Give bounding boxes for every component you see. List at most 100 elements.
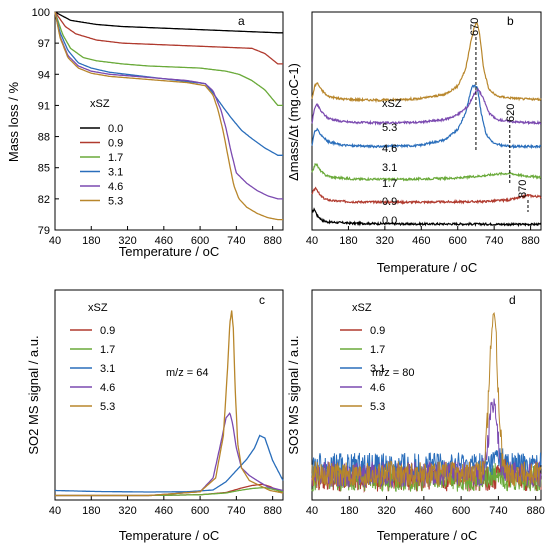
- panel-a-ytick-label: 88: [38, 132, 50, 144]
- panel-d-ylabel: SO3 MS signal / a.u.: [286, 335, 301, 454]
- panel-d: d 40 180 320 460 600 740 880 Temperature / oC …: [286, 289, 545, 543]
- panel-a-ytick-label: 85: [38, 163, 50, 175]
- panel-a-legend: 0.0 0.9 1.7 3.1 4.6 5.3: [80, 123, 123, 208]
- panel-a-series-1.7: [54, 11, 283, 107]
- panel-b-xtick-label: 40: [306, 235, 318, 247]
- panel-b-annotation: 870: [517, 180, 529, 198]
- panel-d-legend: 0.9 1.7 3.1 4.6 5.3: [340, 325, 385, 413]
- panel-a-legend-label: 4.6: [108, 181, 123, 193]
- panel-a-ytick-label: 97: [38, 38, 50, 50]
- panel-a-xtick-label: 460: [155, 235, 173, 247]
- panel-b-annotation: 620: [505, 104, 517, 122]
- panel-c-xtick-label: 40: [49, 505, 61, 517]
- panel-b-xlabel: Temperature / oC: [377, 260, 477, 275]
- panel-a-xtick-label: 600: [191, 235, 209, 247]
- panel-a-ytick-label: 91: [38, 100, 50, 112]
- panel-b-series-5.3: [311, 21, 542, 104]
- panel-b-series-label: 1.7: [382, 178, 397, 190]
- panel-c-plot: 40 180 320 460 600 740 880: [49, 310, 284, 517]
- panel-c-xtick-label: 180: [82, 505, 100, 517]
- panel-d-xtick-label: 460: [415, 505, 433, 517]
- panel-b-series-label: 5.3: [382, 122, 397, 134]
- panel-a-legend-title: xSZ: [90, 98, 110, 110]
- panel-b-xtick-label: 180: [339, 235, 357, 247]
- panel-c-legend: 0.9 1.7 3.1 4.6 5.3: [70, 325, 115, 413]
- panel-a-ytick-label: 100: [32, 7, 50, 19]
- panel-b-series-label: 4.6: [382, 143, 397, 155]
- panel-b-series-1.7: [311, 162, 542, 183]
- panel-c-xtick-label: 460: [155, 505, 173, 517]
- panel-b-xtick-label: 740: [485, 235, 503, 247]
- panel-a-label: a: [238, 14, 245, 28]
- panel-b-xtick-label: 320: [376, 235, 394, 247]
- panel-b-series-label: 3.1: [382, 162, 397, 174]
- panel-a-xtick-label: 880: [263, 235, 281, 247]
- panel-c-legend-title: xSZ: [88, 302, 108, 314]
- panel-b-xtick-label: 460: [412, 235, 430, 247]
- panel-d-xtick-label: 600: [452, 505, 470, 517]
- panel-d-legend-label: 0.9: [370, 325, 385, 337]
- panel-a-series-4.6: [54, 11, 283, 200]
- panel-d-legend-title: xSZ: [352, 302, 372, 314]
- panel-a-xtick-label: 320: [118, 235, 136, 247]
- panel-a-frame: [54, 11, 284, 231]
- panel-c-frame: [54, 289, 284, 501]
- panel-b-ylabel: Δmass/Δt (mg.oC-1): [286, 63, 301, 181]
- panel-a-legend-label: 3.1: [108, 167, 123, 179]
- panel-a-xtick-label: 40: [49, 235, 61, 247]
- panel-c-xlabel: Temperature / oC: [119, 528, 219, 543]
- panel-c-label: c: [259, 293, 265, 307]
- panel-d-annotation: m/z = 80: [372, 367, 415, 379]
- panel-a-legend-label: 0.9: [108, 138, 123, 150]
- panel-c: c 40 180 320 460 600 740 880 Temperature / oC …: [26, 289, 284, 543]
- panel-b-series-label: 0.9: [382, 196, 397, 208]
- panel-d-series-5.3: [311, 312, 542, 488]
- panel-b-annotation: 670: [469, 18, 481, 36]
- panel-b-series-3.1: [311, 84, 542, 150]
- panel-a-ylabel: Mass loss / %: [6, 81, 21, 162]
- panel-a: a 40 180 320 460 600 740 88079828588919497100 …: [6, 7, 284, 259]
- panel-c-series-3.1: [55, 434, 284, 493]
- panel-c-legend-label: 3.1: [100, 363, 115, 375]
- panel-a-plot: 40 180 320 460 600 740 880 79 82 85 88 91 94 97 100: [32, 7, 283, 247]
- panel-c-legend-label: 1.7: [100, 344, 115, 356]
- panel-b-series-0.0: [311, 207, 541, 228]
- panel-a-ytick-label: 94: [38, 69, 50, 81]
- panel-a-ytick-label: 82: [38, 194, 50, 206]
- panel-b-plot: 40 180 320 460 600 740 880: [306, 21, 542, 247]
- panel-c-legend-label: 4.6: [100, 382, 115, 394]
- panel-a-ytick-label: 79: [38, 225, 50, 237]
- panel-a-legend-label: 5.3: [108, 196, 123, 208]
- panel-d-legend-label: 3.1: [370, 363, 385, 375]
- panel-c-legend-label: 5.3: [100, 401, 115, 413]
- panel-c-ylabel: SO2 MS signal / a.u.: [26, 335, 41, 454]
- panel-d-xtick-label: 40: [306, 505, 318, 517]
- panel-c-annotation: m/z = 64: [166, 367, 209, 379]
- panel-b-annotations: 670 620 870: [469, 18, 529, 212]
- panel-c-xtick-label: 600: [191, 505, 209, 517]
- panel-d-xtick-label: 880: [526, 505, 544, 517]
- panel-c-series-5.3: [55, 310, 284, 497]
- panel-b: b 40 180 320 460 600 740 880 Temperature / oC …: [286, 11, 542, 275]
- panel-a-xtick-label: 180: [82, 235, 100, 247]
- panel-d-xtick-label: 740: [489, 505, 507, 517]
- panel-a-xtick-label: 740: [227, 235, 245, 247]
- panel-c-xtick-label: 320: [118, 505, 136, 517]
- panel-d-xtick-label: 320: [377, 505, 395, 517]
- panel-c-xtick-label: 740: [227, 505, 245, 517]
- panel-b-label: b: [507, 14, 514, 28]
- panel-a-series-0.9: [54, 11, 283, 65]
- panel-d-plot: 40 180 320 460 600 740 880: [306, 312, 545, 517]
- panel-a-xlabel: Temperature / oC: [119, 244, 219, 259]
- panel-a-series-3.1: [54, 11, 283, 156]
- panel-d-legend-label: 4.6: [370, 382, 385, 394]
- panel-d-legend-label: 5.3: [370, 401, 385, 413]
- panel-a-legend-label: 0.0: [108, 123, 123, 135]
- panel-a-legend-label: 1.7: [108, 152, 123, 164]
- panel-d-label: d: [509, 293, 516, 307]
- panel-b-series-4.6: [311, 87, 542, 126]
- panel-a-series-0.0: [54, 11, 283, 34]
- panel-b-series-label: 0.0: [382, 215, 397, 227]
- panel-a-series-5.3: [54, 11, 283, 221]
